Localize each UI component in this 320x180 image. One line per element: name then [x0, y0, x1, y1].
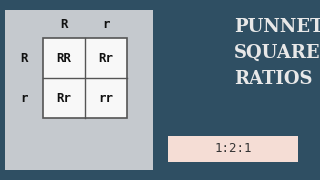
Text: r: r	[20, 91, 28, 105]
Text: RATIOS: RATIOS	[234, 70, 313, 88]
Text: PUNNETT: PUNNETT	[234, 18, 320, 36]
Text: Rr: Rr	[57, 91, 71, 105]
Bar	[168, 136, 298, 162]
Text: 1:2:1: 1:2:1	[214, 143, 252, 156]
Text: R: R	[60, 19, 68, 32]
Bar	[43, 38, 127, 118]
Text: Rr: Rr	[99, 51, 114, 64]
Bar	[5, 10, 153, 170]
Text: SQUARE: SQUARE	[234, 44, 320, 62]
Text: r: r	[102, 19, 110, 32]
Text: R: R	[20, 51, 28, 64]
Text: RR: RR	[57, 51, 71, 64]
Text: rr: rr	[99, 91, 114, 105]
